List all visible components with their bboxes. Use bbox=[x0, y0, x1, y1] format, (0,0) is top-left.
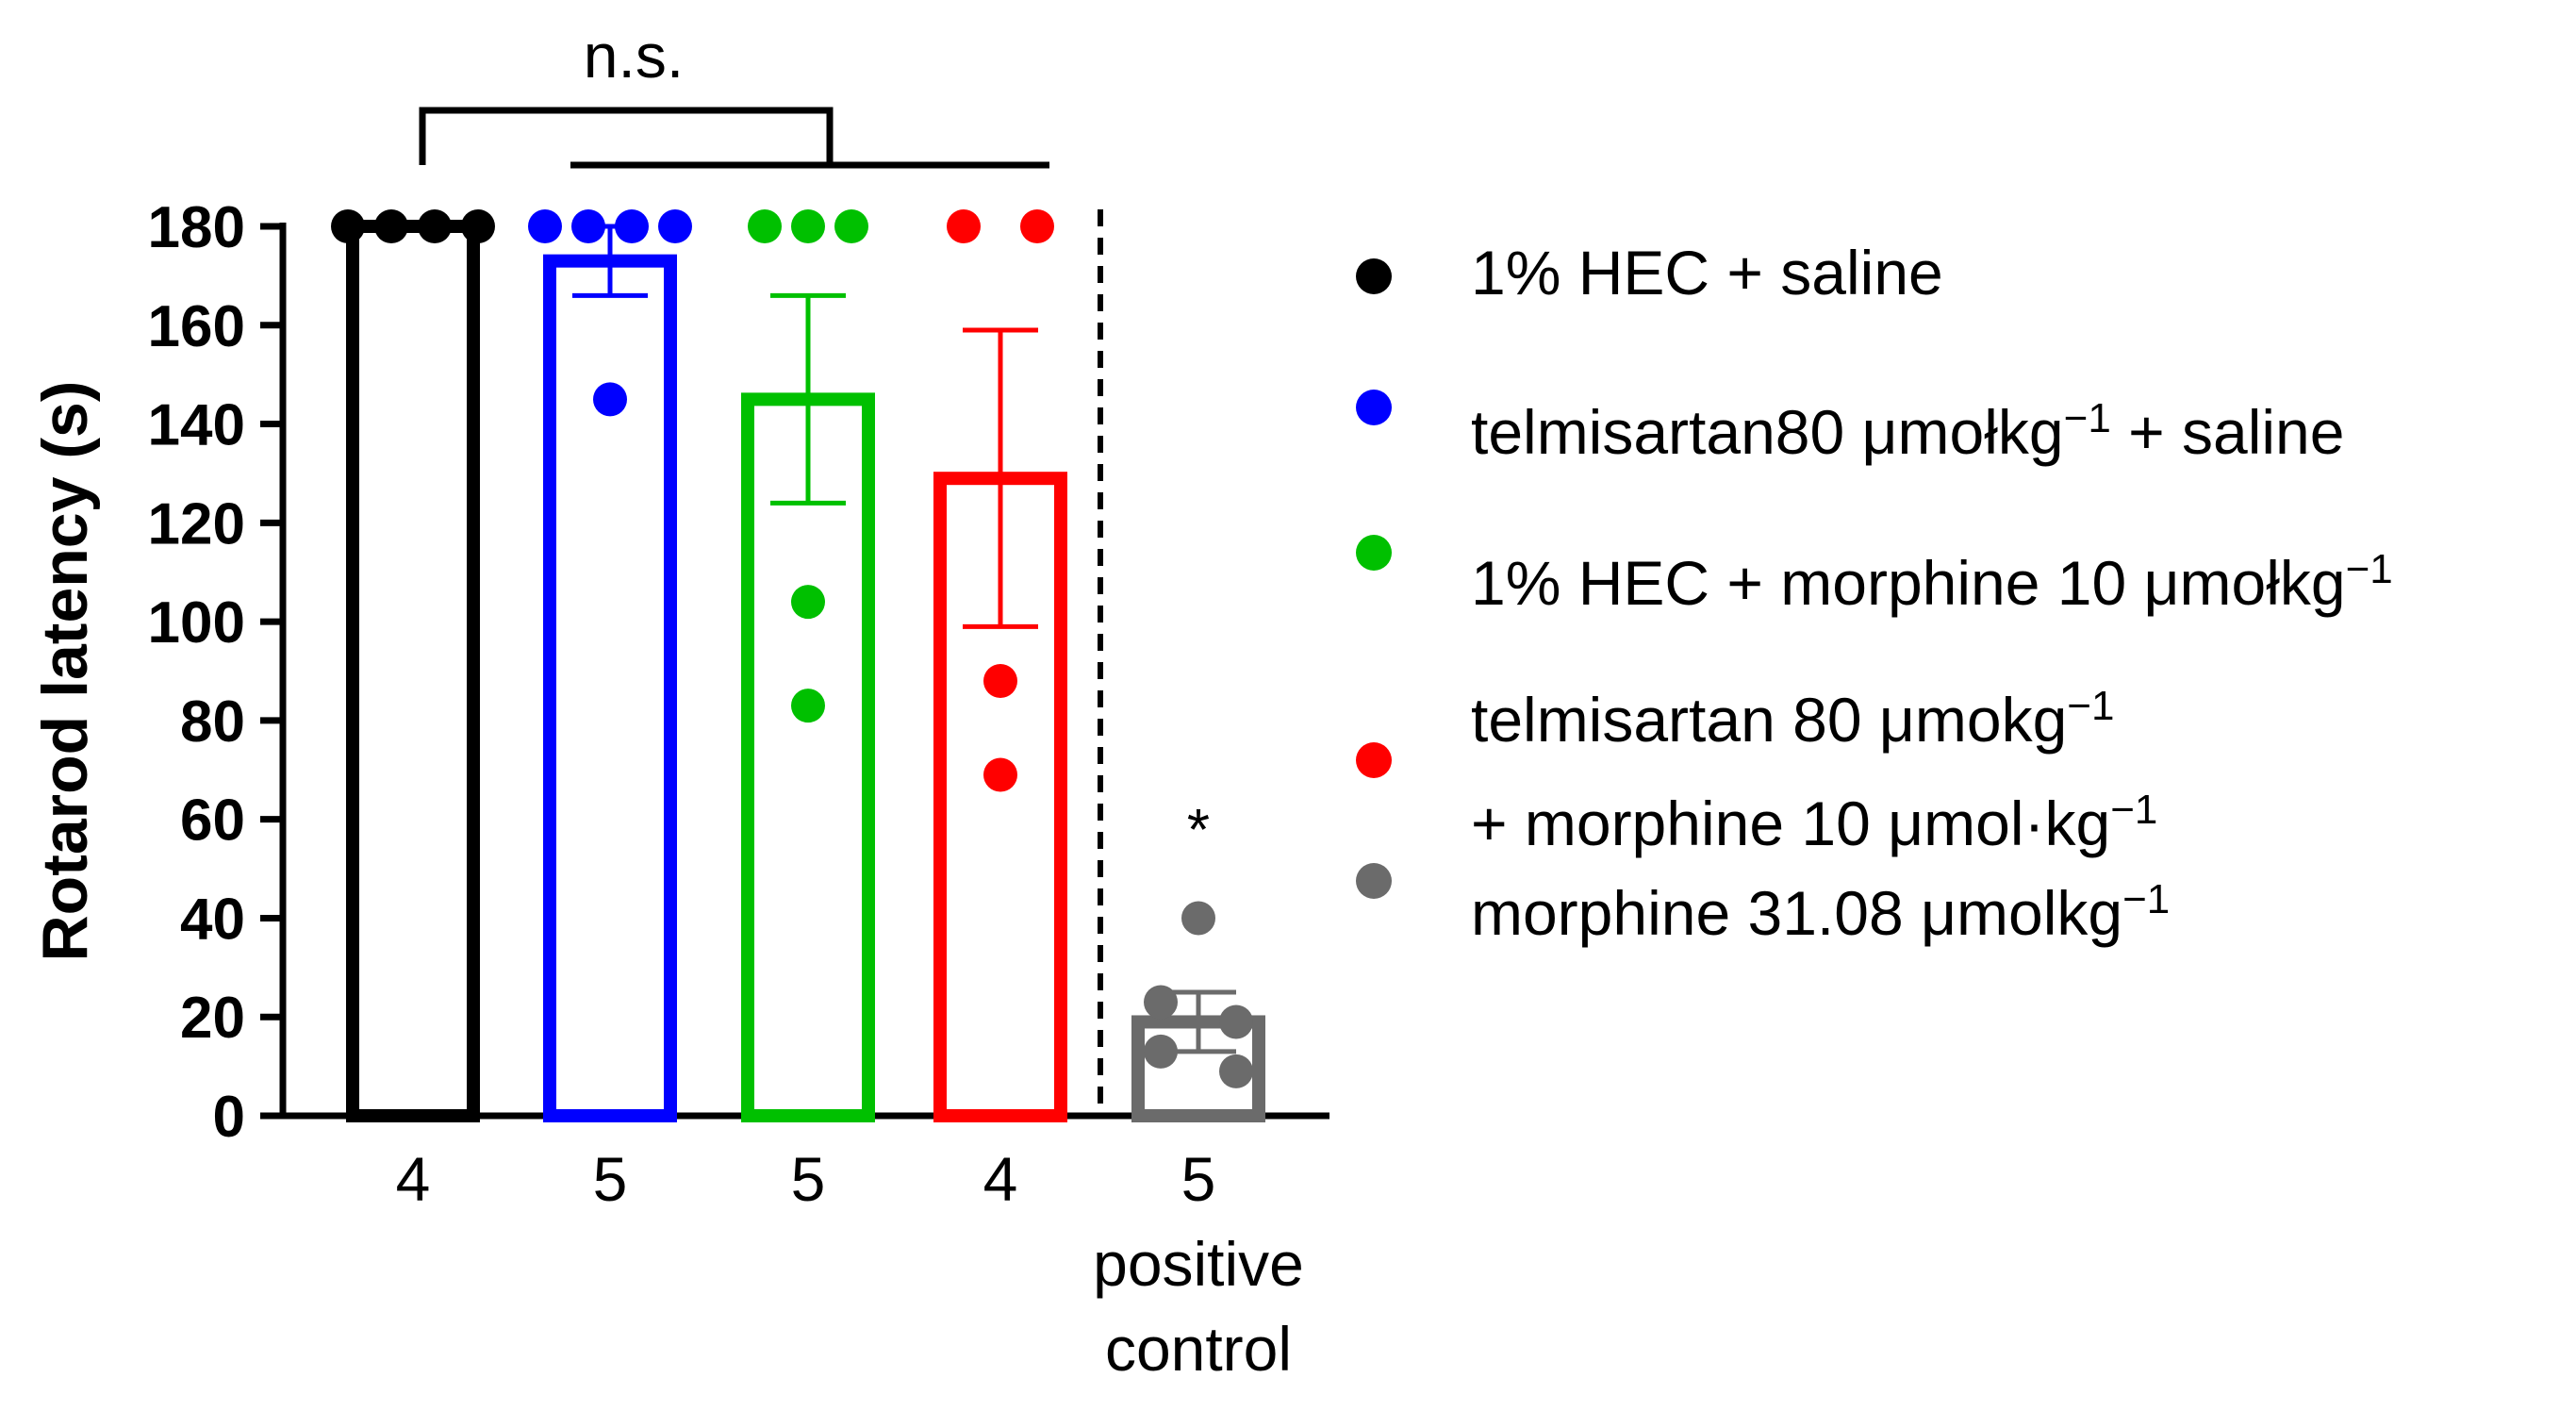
point-g5-3 bbox=[1219, 1004, 1253, 1039]
y-axis-title: Rotarod latency (s) bbox=[29, 381, 101, 962]
legend-dot-4 bbox=[1356, 742, 1392, 778]
legend-label-2: telmisartan80 μmołkg−1 + saline bbox=[1471, 395, 2345, 467]
y-tick-label-80: 80 bbox=[180, 689, 245, 755]
point-g4-4 bbox=[983, 757, 1017, 792]
y-tick-label-20: 20 bbox=[180, 986, 245, 1051]
y-tick-label-0: 0 bbox=[213, 1085, 245, 1150]
point-g2-4 bbox=[658, 209, 692, 243]
point-g3-3 bbox=[834, 209, 868, 243]
point-g3-1 bbox=[748, 209, 782, 243]
point-g3-5 bbox=[791, 689, 825, 723]
legend-dot-3 bbox=[1356, 535, 1392, 571]
point-g1-3 bbox=[418, 209, 452, 243]
legend-label-3: 1% HEC + morphine 10 μmołkg−1 bbox=[1471, 546, 2393, 618]
annotations: n.s. * bbox=[419, 21, 1210, 863]
legend-label-1: 1% HEC + saline bbox=[1471, 238, 1943, 307]
point-g1-1 bbox=[331, 209, 365, 243]
point-g2-1 bbox=[528, 209, 562, 243]
positive-control-label-1: positive bbox=[1093, 1229, 1304, 1299]
axes: 0 20 40 60 80 100 120 140 160 180 Rotarod latency … bbox=[29, 195, 1329, 1384]
bar-1 bbox=[346, 220, 480, 1122]
point-g3-4 bbox=[791, 585, 825, 620]
y-tick-label-180: 180 bbox=[148, 195, 245, 260]
legend-label-4: telmisartan 80 μmokg−1 bbox=[1471, 683, 2115, 755]
bracket-upper bbox=[419, 107, 834, 165]
point-g3-2 bbox=[791, 209, 825, 243]
legend-dot-1 bbox=[1356, 258, 1392, 294]
significance-star: * bbox=[1187, 798, 1210, 863]
point-g4-2 bbox=[1020, 209, 1054, 243]
point-g4-3 bbox=[983, 663, 1017, 698]
legend-label-4b: + morphine 10 μmol·kg−1 bbox=[1471, 787, 2158, 858]
point-g5-5 bbox=[1219, 1054, 1253, 1088]
legend-dot-2 bbox=[1356, 390, 1392, 425]
x-tick-label-4: 4 bbox=[983, 1144, 1018, 1214]
bar-3 bbox=[741, 392, 875, 1123]
legend-dot-5 bbox=[1356, 863, 1392, 899]
y-tick-label-60: 60 bbox=[180, 788, 245, 854]
y-tick-label-40: 40 bbox=[180, 887, 245, 952]
x-tick-label-5: 5 bbox=[1181, 1144, 1216, 1214]
point-g2-5 bbox=[593, 382, 627, 417]
y-tick-label-140: 140 bbox=[148, 393, 245, 458]
significance-ns: n.s. bbox=[584, 21, 684, 91]
y-tick-label-100: 100 bbox=[148, 590, 245, 656]
legend-label-5: morphine 31.08 μmolkg−1 bbox=[1471, 876, 2171, 948]
x-tick-label-2: 5 bbox=[593, 1144, 628, 1214]
x-tick-label-1: 4 bbox=[396, 1144, 431, 1214]
point-g1-4 bbox=[461, 209, 495, 243]
y-tick-label-120: 120 bbox=[148, 491, 245, 556]
error-bars bbox=[572, 224, 1236, 1054]
point-g5-1 bbox=[1181, 901, 1215, 936]
y-tick-label-160: 160 bbox=[148, 294, 245, 359]
positive-control-label-2: control bbox=[1105, 1314, 1292, 1384]
x-tick-label-3: 5 bbox=[791, 1144, 826, 1214]
point-g1-2 bbox=[374, 209, 408, 243]
point-g4-1 bbox=[947, 209, 981, 243]
points bbox=[331, 209, 1253, 1088]
